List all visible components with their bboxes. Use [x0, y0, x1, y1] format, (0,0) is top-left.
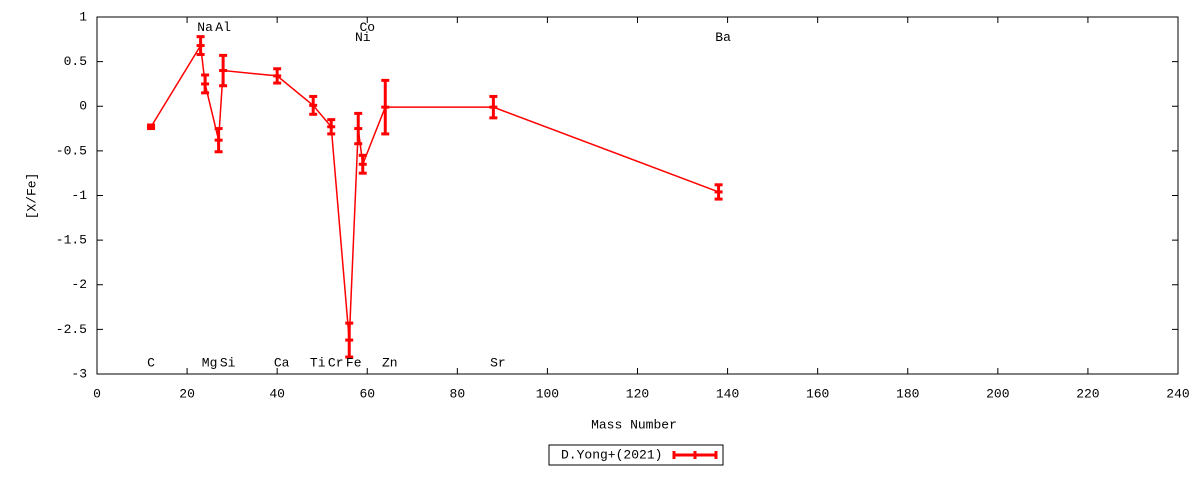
element-label: Mg: [202, 356, 218, 371]
plot-frame: [96, 16, 1179, 375]
error-bar: [489, 94, 498, 120]
x-tick-label: 240: [1166, 386, 1189, 401]
error-bar: [327, 118, 336, 136]
error-bar: [354, 111, 363, 146]
legend-label: D.Yong+(2021): [561, 447, 662, 462]
y-tick-label: -1.5: [56, 233, 87, 248]
x-tick-label: 100: [536, 386, 559, 401]
error-bar: [345, 321, 354, 359]
x-tick-label: 120: [626, 386, 649, 401]
element-label: Cr: [328, 356, 344, 371]
error-bar: [273, 67, 282, 85]
x-tick-label: 40: [269, 386, 285, 401]
y-tick-label: 1: [79, 9, 87, 24]
y-tick-label: -3: [71, 366, 87, 381]
error-bar: [147, 123, 156, 131]
y-tick-label: -1: [71, 188, 87, 203]
element-label: C: [147, 356, 155, 371]
error-bar: [714, 183, 723, 201]
error-bar: [381, 78, 390, 136]
data-line: [150, 43, 719, 341]
x-tick-label: 140: [716, 386, 739, 401]
y-axis-label: [X/Fe]: [24, 173, 39, 220]
y-tick-label: 0.5: [64, 54, 87, 69]
error-bar: [196, 35, 205, 56]
legend-box: [548, 444, 724, 466]
element-label: Al: [215, 20, 231, 35]
legend-swatch: [672, 451, 718, 459]
error-bar: [358, 153, 367, 175]
x-tick-label: 20: [179, 386, 195, 401]
element-label: Ca: [274, 356, 290, 371]
x-tick-label: 60: [359, 386, 375, 401]
element-label: Co: [359, 20, 375, 35]
y-tick-label: 0: [79, 99, 87, 114]
x-tick-label: 180: [896, 386, 919, 401]
element-label: Fe: [346, 356, 362, 371]
element-label: Si: [220, 356, 236, 371]
error-bar: [219, 53, 228, 88]
x-tick-label: 220: [1076, 386, 1099, 401]
element-label: Ti: [310, 356, 326, 371]
element-label: Sr: [490, 356, 506, 371]
x-tick-label: 160: [806, 386, 829, 401]
x-axis-label: Mass Number: [591, 417, 677, 432]
error-bar: [214, 127, 223, 154]
y-tick-label: -0.5: [56, 143, 87, 158]
element-label: Na: [197, 20, 213, 35]
element-label: Ni: [355, 30, 371, 45]
y-tick-label: -2.5: [56, 322, 87, 337]
element-label: Ba: [715, 30, 731, 45]
x-tick-label: 200: [986, 386, 1009, 401]
x-tick-label: 80: [450, 386, 466, 401]
error-bar: [309, 94, 318, 116]
x-tick-label: 0: [93, 386, 101, 401]
y-tick-label: -2: [71, 277, 87, 292]
error-bar: [201, 73, 210, 95]
element-label: Zn: [382, 356, 398, 371]
